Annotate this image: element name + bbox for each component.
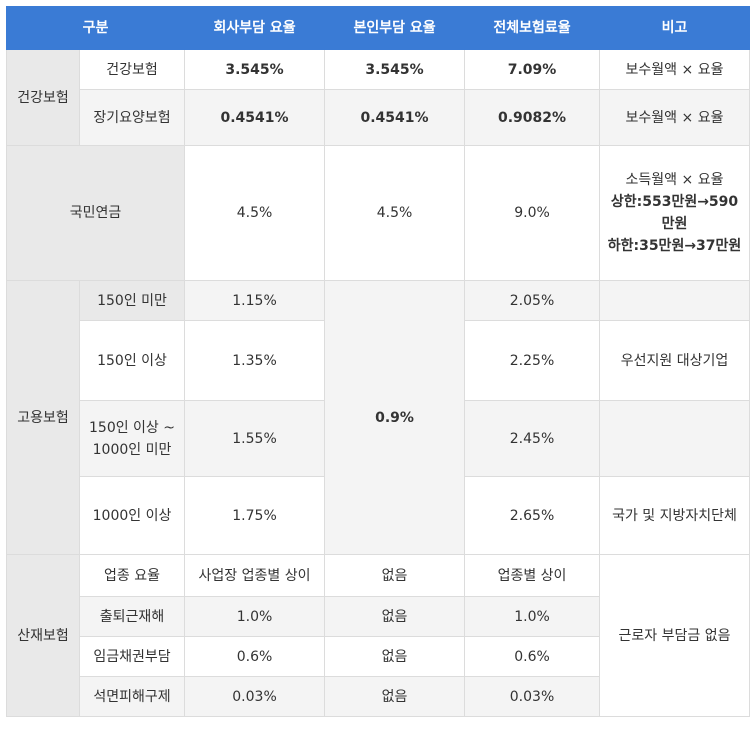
self-rate: 없음 — [324, 676, 466, 717]
pension-note: 소득월액 × 요율 상한:553만원→590만원 하한:35만원→37만원 — [599, 145, 751, 281]
total-rate: 2.45% — [464, 400, 601, 477]
row-label: 건강보험 — [78, 49, 186, 90]
total-rate: 2.05% — [464, 280, 601, 321]
company-rate: 4.5% — [184, 145, 326, 281]
header-category: 구분 — [5, 6, 186, 50]
note-line-lower-limit: 하한:35만원→37만원 — [607, 238, 742, 254]
category-employment: 고용보험 — [6, 280, 80, 555]
row-label: 석면피해구제 — [78, 676, 186, 717]
self-rate: 없음 — [324, 596, 466, 637]
company-rate: 1.55% — [184, 400, 326, 477]
table-row: 석면피해구제 0.03% 없음 0.03% — [7, 676, 750, 717]
table-row: 산재보험 업종 요율 사업장 업종별 상이 없음 업종별 상이 근로자 부담금 … — [6, 554, 751, 717]
row-label: 150인 이상 — [78, 320, 186, 401]
employment-self-rate: 0.9% — [324, 280, 466, 555]
row-label: 업종 요율 — [78, 554, 186, 597]
table-row: 출퇴근재해 1.0% 없음 1.0% — [7, 596, 750, 637]
table-row: 국민연금 4.5% 4.5% 9.0% 소득월액 × 요율 상한:553만원→5… — [5, 145, 751, 281]
category-pension: 국민연금 — [5, 145, 186, 281]
category-health: 건강보험 — [6, 49, 80, 146]
header-note: 비고 — [599, 6, 751, 50]
note-line: 소득월액 × 요율 — [625, 172, 724, 188]
header-self-rate: 본인부담 요율 — [324, 6, 466, 50]
note: 우선지원 대상기업 — [599, 320, 751, 401]
total-rate: 0.03% — [464, 676, 601, 717]
self-rate: 4.5% — [324, 145, 466, 281]
total-rate: 0.6% — [464, 636, 601, 677]
company-rate: 3.545% — [184, 49, 326, 90]
table-row: 건강보험 건강보험 3.545% 3.545% 7.09% 보수월액 × 요율 — [6, 49, 751, 146]
note-line-upper-limit: 상한:553만원→590만원 — [610, 194, 739, 232]
table-row: 고용보험 150인 미만 1.15% 0.9% 2.05% — [6, 280, 751, 555]
self-rate: 0.4541% — [324, 89, 466, 146]
table-row: 1000인 이상 1.75% 2.65% 국가 및 지방자치단체 — [7, 476, 751, 555]
category-industrial: 산재보험 — [6, 554, 80, 717]
total-rate: 1.0% — [464, 596, 601, 637]
table-row: 임금채권부담 0.6% 없음 0.6% — [7, 636, 750, 677]
row-label: 150인 미만 — [78, 280, 186, 321]
company-rate: 1.35% — [184, 320, 326, 401]
company-rate: 0.4541% — [184, 89, 326, 146]
table-row: 장기요양보험 0.4541% 0.4541% 0.9082% 보수월액 × 요율 — [7, 89, 751, 146]
company-rate: 0.03% — [184, 676, 326, 717]
note: 보수월액 × 요율 — [599, 49, 751, 90]
table-row: 150인 이상 ~ 1000인 미만 1.55% 2.45% — [7, 400, 751, 477]
row-label: 장기요양보험 — [78, 89, 186, 146]
company-rate: 0.6% — [184, 636, 326, 677]
row-label: 출퇴근재해 — [78, 596, 186, 637]
total-rate: 9.0% — [464, 145, 601, 281]
row-label: 1000인 이상 — [78, 476, 186, 555]
note: 국가 및 지방자치단체 — [599, 476, 751, 555]
company-rate: 1.75% — [184, 476, 326, 555]
row-label: 임금채권부담 — [78, 636, 186, 677]
self-rate: 3.545% — [324, 49, 466, 90]
header-total-rate: 전체보험료율 — [464, 6, 601, 50]
table-header-row: 구분 회사부담 요율 본인부담 요율 전체보험료율 비고 — [5, 6, 751, 50]
self-rate: 없음 — [324, 554, 466, 597]
header-company-rate: 회사부담 요율 — [184, 6, 326, 50]
note: 보수월액 × 요율 — [599, 89, 751, 146]
note — [599, 280, 751, 321]
self-rate: 없음 — [324, 636, 466, 677]
table-row: 150인 이상 1.35% 2.25% 우선지원 대상기업 — [7, 320, 751, 401]
company-rate: 1.0% — [184, 596, 326, 637]
company-rate: 사업장 업종별 상이 — [184, 554, 326, 597]
total-rate: 2.25% — [464, 320, 601, 401]
total-rate: 업종별 상이 — [464, 554, 601, 597]
industrial-note: 근로자 부담금 없음 — [599, 554, 751, 717]
company-rate: 1.15% — [184, 280, 326, 321]
total-rate: 0.9082% — [464, 89, 601, 146]
total-rate: 2.65% — [464, 476, 601, 555]
note — [599, 400, 751, 477]
insurance-rate-table: 구분 회사부담 요율 본인부담 요율 전체보험료율 비고 건강보험 건강보험 3… — [5, 6, 751, 717]
total-rate: 7.09% — [464, 49, 601, 90]
row-label: 150인 이상 ~ 1000인 미만 — [78, 400, 186, 477]
